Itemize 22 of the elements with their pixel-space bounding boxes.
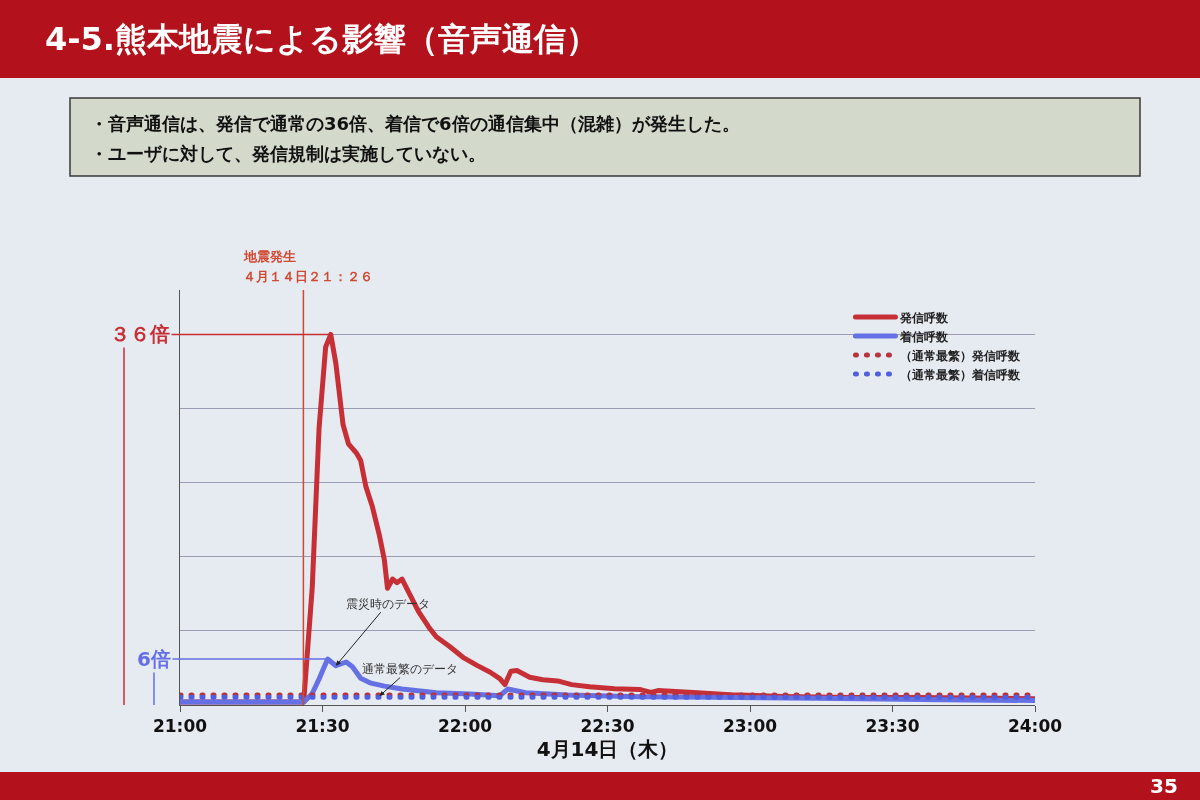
annotation: ３６倍 [110,322,170,346]
legend-label: （通常最繁）発信呼数 [900,348,1022,363]
x-tick-label: 21:30 [295,716,350,737]
annotation: 6倍 [137,647,171,671]
x-tick-label: 24:00 [1007,716,1063,737]
chart-title: 4-5.熊本地震による影響（音声通信） [45,20,598,59]
x-tick-label: 22:30 [580,716,635,737]
text: ４月１４日２１：２６ [243,269,373,284]
legend-label: 着信呼数 [899,329,950,344]
chart-subtitle: ・音声通信は、発信で通常の36倍、着信で6倍の通信集中（混雑）が発生した。 [90,113,740,134]
legend-label: 発信呼数 [899,310,950,325]
ref-line-label: 地震発生 [243,249,296,264]
annotation: 震災時のデータ [346,597,430,611]
x-tick-label: 23:00 [722,716,778,737]
text: 35 [1150,774,1178,798]
text: ・ユーザに対して、発信規制は実施していない。 [90,143,486,164]
x-tick-label: 23:30 [865,716,920,737]
annotation: 通常最繁のデータ [362,662,458,676]
x-axis-title: 4月14日（木） [536,736,679,761]
x-tick-label: 22:00 [437,716,493,737]
x-tick-label: 21:00 [152,716,208,737]
legend-label: （通常最繁）着信呼数 [900,367,1022,382]
